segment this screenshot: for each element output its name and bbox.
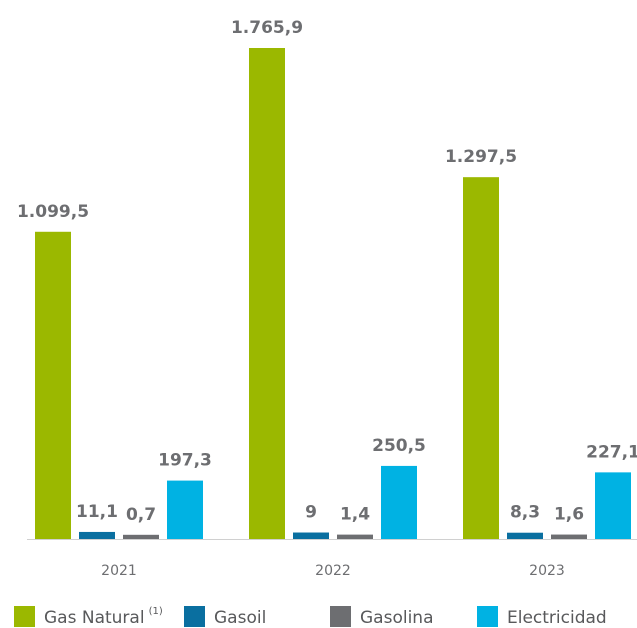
legend-label: Electricidad (507, 608, 607, 628)
bar (595, 472, 631, 539)
bar (381, 465, 417, 539)
bar (463, 177, 499, 539)
bar (293, 532, 329, 539)
data-label: 1,4 (340, 505, 370, 525)
legend-swatch (184, 606, 205, 627)
legend-note: (1) (149, 606, 163, 617)
bar (249, 48, 285, 539)
data-label: 1,6 (554, 505, 584, 525)
bar (551, 534, 587, 539)
data-label: 1.297,5 (445, 147, 517, 167)
legend-label: Gas Natural (44, 608, 145, 628)
bar (35, 231, 71, 539)
data-label: 8,3 (510, 503, 540, 523)
data-label: 1.099,5 (17, 202, 89, 222)
x-tick-label: 2023 (529, 563, 565, 579)
bar (79, 531, 115, 539)
legend-label: Gasolina (360, 608, 434, 628)
data-label: 250,5 (372, 436, 426, 456)
bar (123, 534, 159, 539)
data-label: 227,1 (586, 442, 637, 462)
legend-swatch (14, 606, 35, 627)
x-tick-label: 2021 (101, 563, 137, 579)
data-label: 0,7 (126, 505, 156, 525)
data-label: 197,3 (158, 451, 212, 471)
bar (167, 480, 203, 539)
legend-label: Gasoil (214, 608, 266, 628)
data-label: 1.765,9 (231, 18, 303, 38)
data-label: 11,1 (76, 502, 118, 522)
bar (507, 532, 543, 539)
data-label: 9 (305, 503, 317, 523)
legend-swatch (330, 606, 351, 627)
legend-swatch (477, 606, 498, 627)
bar (337, 534, 373, 539)
x-tick-label: 2022 (315, 563, 351, 579)
